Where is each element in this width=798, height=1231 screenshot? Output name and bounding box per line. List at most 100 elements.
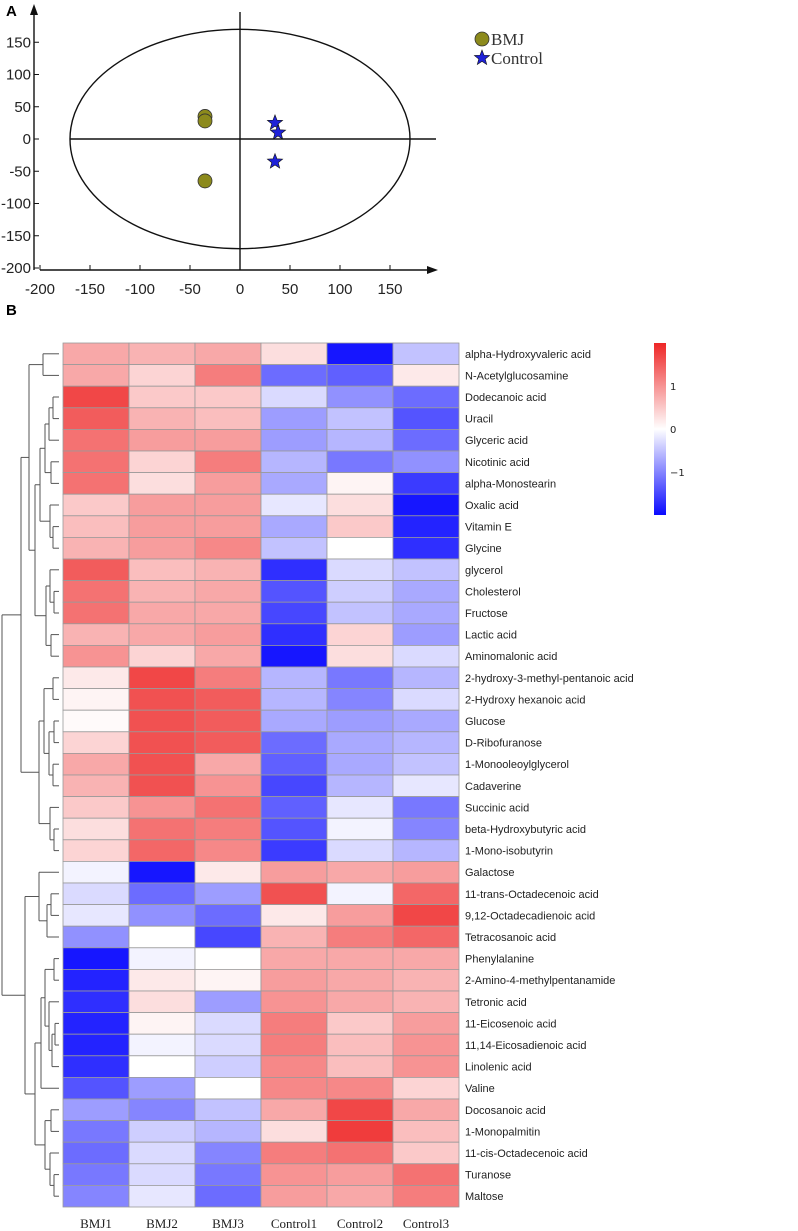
heatmap-cell — [392, 753, 460, 776]
heatmap-cell — [392, 472, 460, 495]
heatmap-cell — [62, 925, 130, 949]
heatmap-cell — [326, 839, 394, 862]
heatmap-cell — [392, 1077, 460, 1100]
heatmap-cell — [326, 990, 394, 1014]
heatmap-cell — [392, 1163, 460, 1186]
heatmap-cell — [194, 839, 262, 862]
heatmap-cell — [62, 796, 130, 819]
heatmap-cell — [62, 1033, 130, 1057]
heatmap-cell — [260, 947, 328, 970]
x-tick-label: 150 — [377, 281, 402, 298]
heatmap-cell — [62, 342, 130, 366]
heatmap-column-label: Control3 — [403, 1216, 449, 1231]
heatmap-cell — [194, 925, 262, 949]
heatmap-cell — [326, 645, 394, 668]
heatmap-cell — [194, 580, 262, 603]
heatmap-cell — [260, 688, 328, 711]
heatmap-cell — [128, 407, 196, 430]
heatmap-row-label: Docosanoic acid — [465, 1105, 546, 1117]
heatmap-cell — [326, 753, 394, 776]
heatmap-cell — [260, 472, 328, 495]
heatmap-cell — [128, 1163, 196, 1186]
heatmap-cell — [62, 428, 130, 452]
heatmap-cell — [260, 1012, 328, 1035]
heatmap-row-label: Glycine — [465, 543, 502, 555]
heatmap-row-label: Galactose — [465, 867, 515, 879]
heatmap-cell — [260, 1120, 328, 1143]
heatmap-cell — [128, 839, 196, 862]
heatmap-cell — [392, 580, 460, 603]
y-tick-label: 0 — [23, 131, 31, 148]
heatmap-cell — [260, 515, 328, 538]
heatmap-cell — [194, 493, 262, 517]
heatmap-cell — [62, 1185, 130, 1208]
heatmap-cell — [194, 882, 262, 906]
heatmap-row-label: 1-Monooleoylglycerol — [465, 759, 569, 771]
heatmap-cell — [194, 969, 262, 992]
legend-marker-bmj — [474, 31, 490, 47]
heatmap-cell — [326, 861, 394, 884]
panel-b-label: B — [6, 302, 17, 319]
heatmap-cell — [194, 990, 262, 1014]
heatmap-cell — [326, 472, 394, 495]
heatmap-cell — [62, 839, 130, 862]
heatmap-cell — [62, 450, 130, 474]
heatmap-cell — [128, 385, 196, 409]
heatmap-cell — [326, 1077, 394, 1100]
heatmap-cell — [62, 515, 130, 538]
heatmap-cell — [260, 882, 328, 906]
x-tick-label: -150 — [75, 281, 105, 298]
heatmap-cell — [326, 1141, 394, 1165]
heatmap-cell — [128, 731, 196, 754]
heatmap-row-label: 1-Monopalmitin — [465, 1126, 540, 1138]
heatmap-cell — [194, 364, 262, 387]
heatmap-cell — [128, 666, 196, 690]
heatmap-cell — [326, 1033, 394, 1057]
heatmap-cell — [260, 1033, 328, 1057]
heatmap-cell — [260, 623, 328, 646]
heatmap-cell — [194, 1098, 262, 1122]
heatmap-cell — [62, 1120, 130, 1143]
heatmap-cell — [260, 666, 328, 690]
heatmap-cell — [194, 342, 262, 366]
heatmap-row-label: Nicotinic acid — [465, 457, 530, 469]
legend-label-control: Control — [491, 49, 543, 68]
heatmap-cell — [128, 688, 196, 711]
heatmap-cell — [260, 385, 328, 409]
heatmap-cell — [392, 796, 460, 819]
heatmap-cell — [326, 925, 394, 949]
heatmap-cell — [194, 817, 262, 841]
heatmap-cell — [194, 796, 262, 819]
heatmap-cell — [392, 904, 460, 927]
heatmap-cell — [260, 558, 328, 582]
heatmap-cell — [260, 601, 328, 625]
heatmap-cell — [194, 731, 262, 754]
heatmap-cell — [326, 774, 394, 798]
heatmap-cell — [62, 904, 130, 927]
heatmap-cell — [128, 947, 196, 970]
heatmap-cell — [62, 947, 130, 970]
heatmap-cell — [392, 947, 460, 970]
heatmap-cell — [260, 537, 328, 560]
heatmap-cell — [326, 731, 394, 754]
pca-score-plot: A -200 -150 -100 -50 0 50 100 150 -200 -150 -100 -5… — [1, 3, 543, 298]
heatmap-row-label: alpha-Hydroxyvaleric acid — [465, 349, 591, 361]
heatmap-row-label: beta-Hydroxybutyric acid — [465, 824, 586, 836]
heatmap-row-label: 11-Eicosenoic acid — [465, 1018, 557, 1030]
heatmap-cell — [392, 623, 460, 646]
heatmap-cell — [62, 1055, 130, 1078]
heatmap-cell — [62, 882, 130, 906]
heatmap-cell — [260, 1141, 328, 1165]
heatmap-cell — [194, 407, 262, 430]
heatmap-column-label: BMJ2 — [146, 1216, 178, 1231]
heatmap-cell — [194, 904, 262, 927]
heatmap-cell — [392, 882, 460, 906]
heatmap-cell — [326, 1185, 394, 1208]
heatmap-cell — [392, 861, 460, 884]
heatmap-panel: B alpha-Hydroxyvaleric acid N-Acetylgluco… — [1, 302, 685, 1231]
heatmap-row-label: glycerol — [465, 565, 503, 577]
heatmap-cell — [260, 1055, 328, 1078]
heatmap-cell — [326, 666, 394, 690]
heatmap-cell — [128, 817, 196, 841]
heatmap-cell — [128, 472, 196, 495]
